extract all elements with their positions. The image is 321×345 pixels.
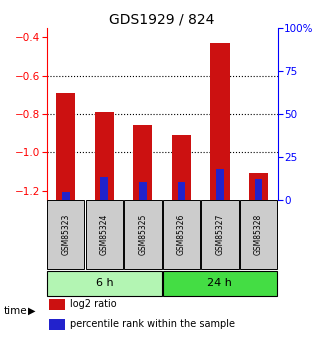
Bar: [163, 270, 277, 296]
Text: ▶: ▶: [28, 306, 36, 316]
Bar: [62, 192, 70, 200]
Bar: [100, 177, 108, 200]
Bar: [133, 125, 152, 200]
Text: 6 h: 6 h: [96, 278, 113, 288]
Bar: [49, 319, 65, 330]
Bar: [47, 200, 84, 269]
Text: log2 ratio: log2 ratio: [70, 299, 116, 309]
Bar: [95, 112, 114, 200]
Text: 24 h: 24 h: [207, 278, 232, 288]
Bar: [201, 200, 239, 269]
Bar: [86, 200, 123, 269]
Text: percentile rank within the sample: percentile rank within the sample: [70, 319, 235, 329]
Bar: [172, 135, 191, 200]
Text: GSM85323: GSM85323: [61, 214, 70, 255]
Bar: [249, 173, 268, 200]
Bar: [124, 200, 161, 269]
Bar: [139, 182, 147, 200]
Bar: [56, 93, 75, 200]
Text: GSM85326: GSM85326: [177, 214, 186, 255]
Bar: [49, 299, 65, 310]
Text: GSM85325: GSM85325: [138, 214, 147, 255]
Text: GSM85327: GSM85327: [215, 214, 224, 255]
Bar: [47, 270, 161, 296]
Bar: [255, 179, 262, 200]
Bar: [178, 182, 185, 200]
Bar: [240, 200, 277, 269]
Bar: [210, 43, 230, 200]
Text: GSM85328: GSM85328: [254, 214, 263, 255]
Bar: [163, 200, 200, 269]
Bar: [216, 169, 224, 200]
Text: time: time: [3, 306, 27, 316]
Title: GDS1929 / 824: GDS1929 / 824: [109, 12, 215, 27]
Text: GSM85324: GSM85324: [100, 214, 109, 255]
